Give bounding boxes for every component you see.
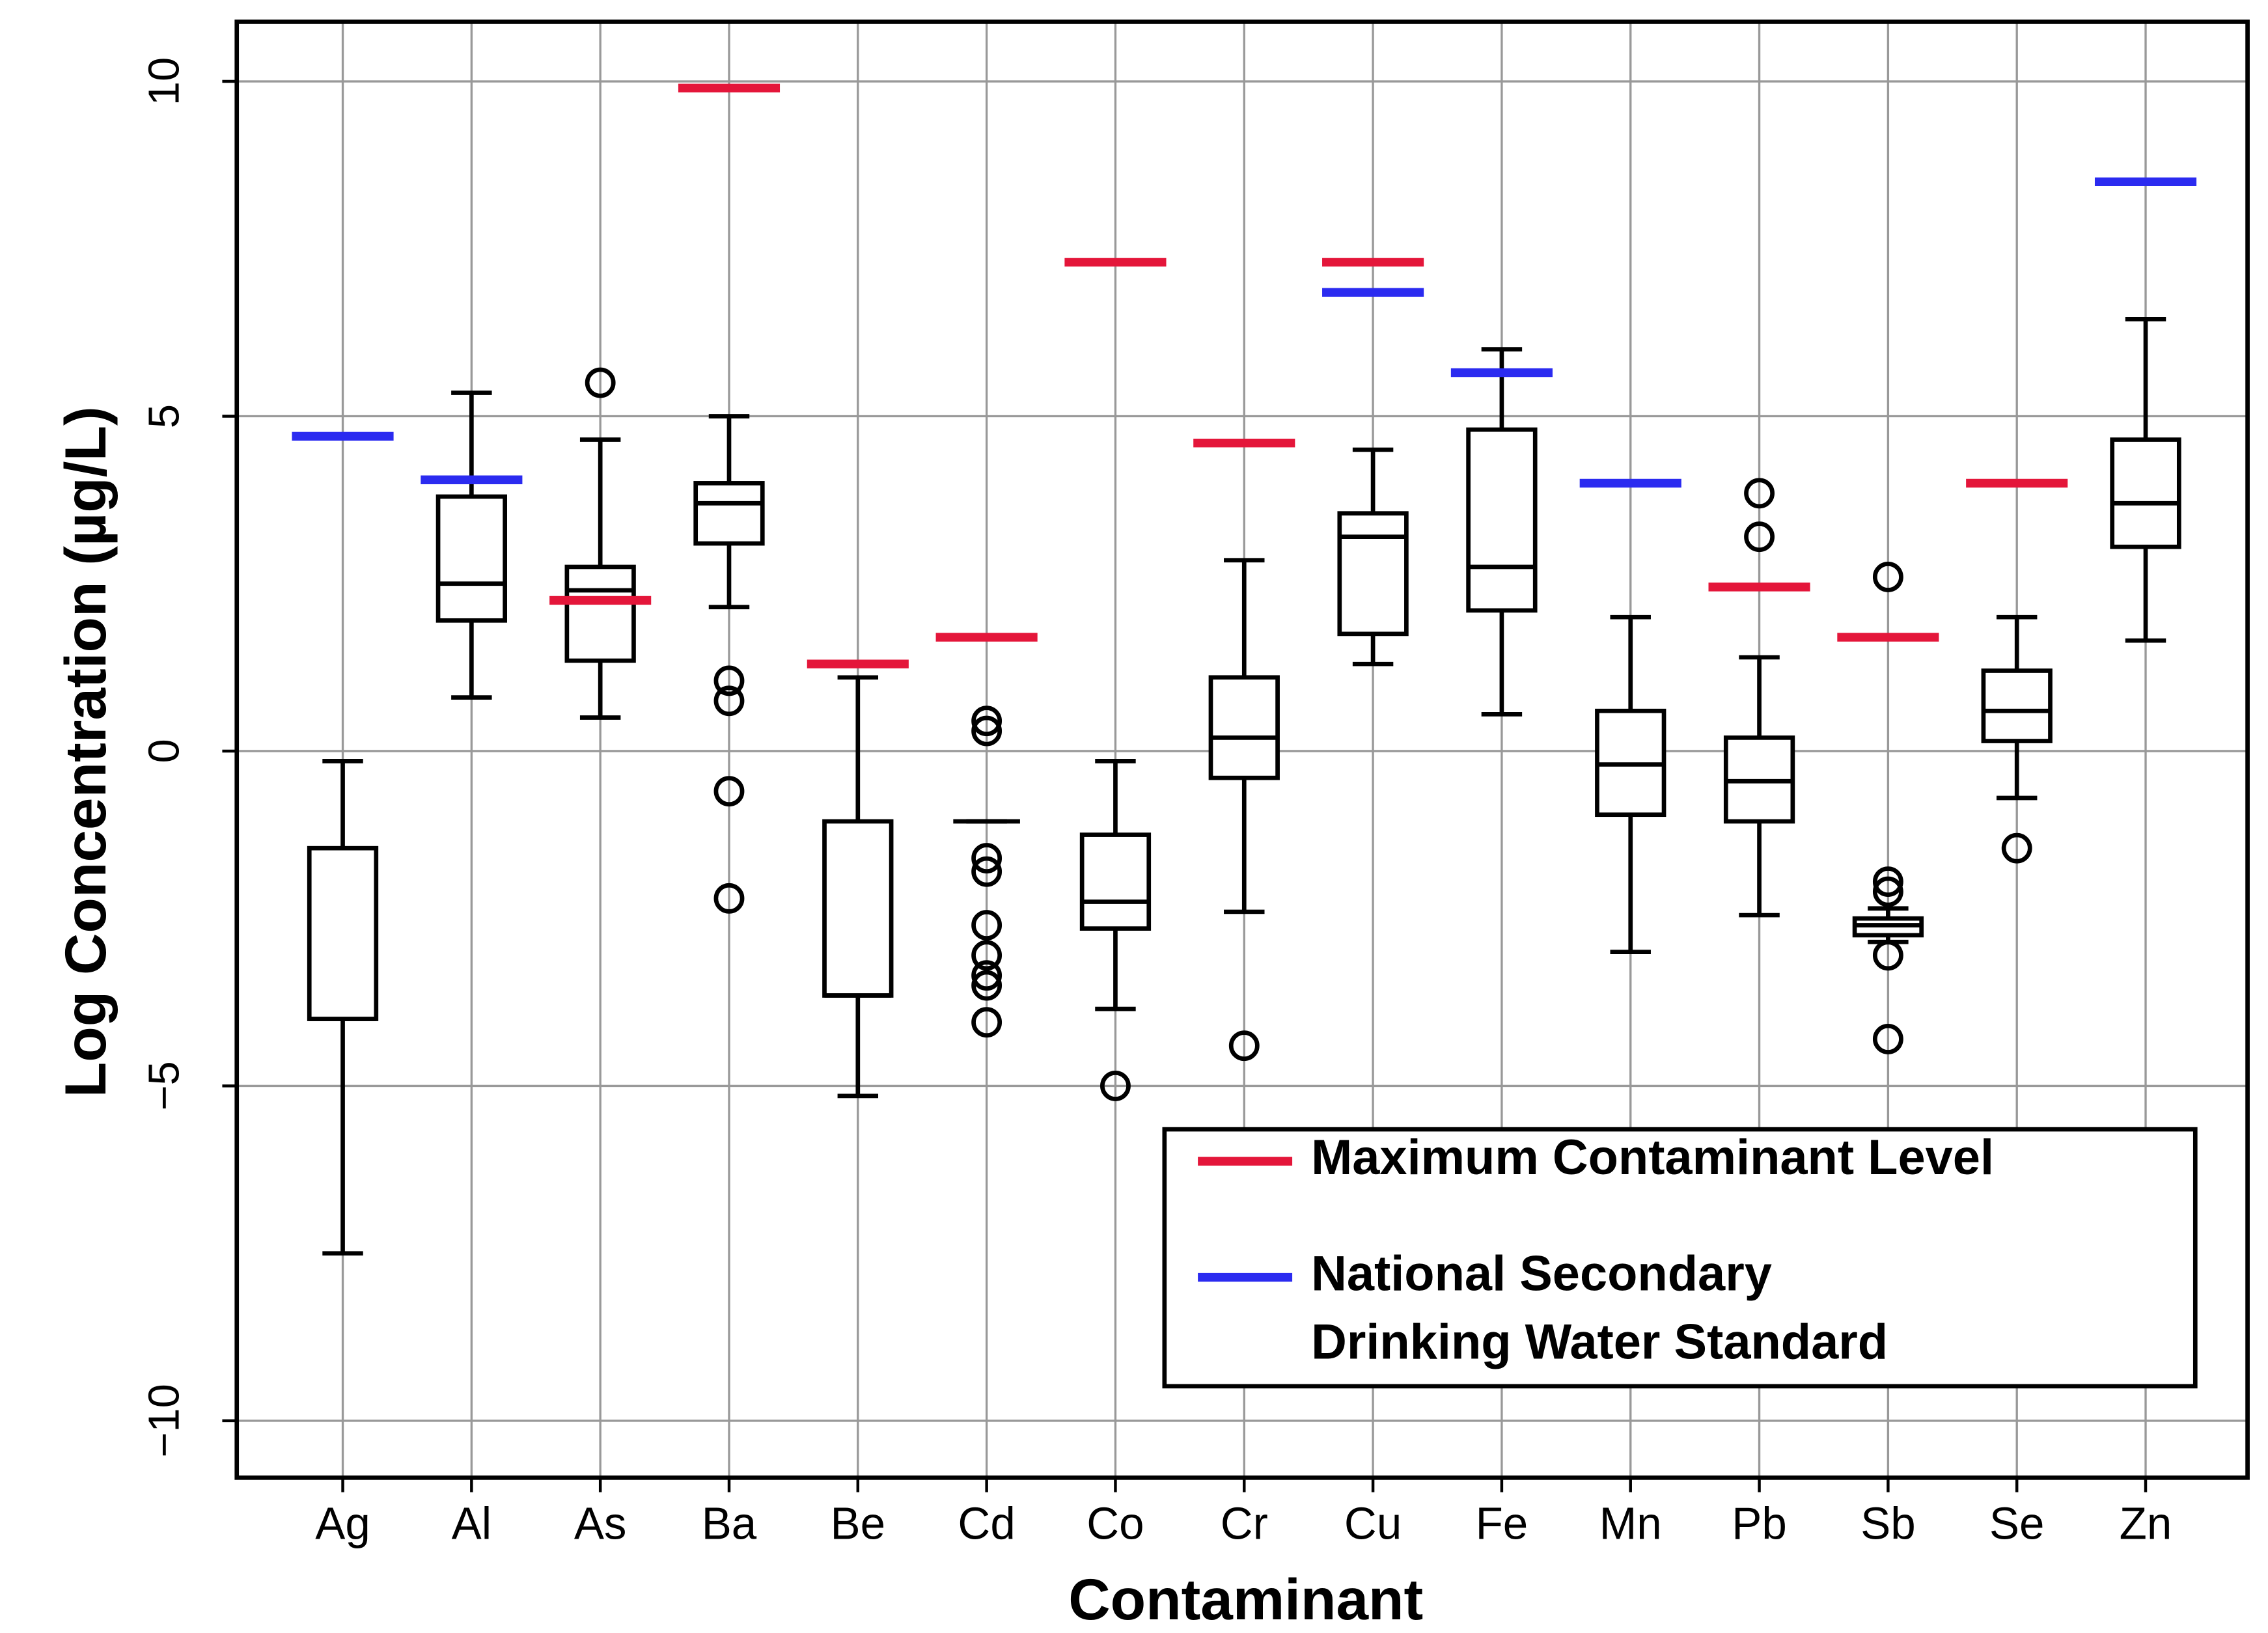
box (2110, 437, 2181, 549)
y-tick-label: 5 (139, 404, 188, 428)
outlier (971, 715, 1003, 747)
outlier (1744, 521, 1775, 553)
outlier (2001, 832, 2032, 864)
outlier (971, 843, 1003, 874)
outlier (971, 856, 1003, 887)
outlier (1744, 478, 1775, 509)
box (1466, 427, 1538, 613)
outlier (971, 706, 1003, 737)
y-axis-label: Log Concentration (µg/L) (53, 406, 118, 1097)
outlier (971, 1007, 1003, 1038)
box (564, 564, 636, 663)
x-tick-label: Al (452, 1498, 491, 1548)
box (436, 494, 507, 623)
x-tick-label: Be (831, 1498, 886, 1548)
x-tick-label: As (574, 1498, 627, 1548)
outlier (713, 685, 745, 717)
box (1079, 832, 1152, 931)
y-tick-label: 0 (139, 739, 188, 763)
x-tick-label: Ag (315, 1498, 370, 1548)
box (1337, 511, 1409, 637)
outlier (585, 367, 616, 398)
outlier (1872, 866, 1903, 898)
x-tick-label: Cu (1344, 1498, 1402, 1548)
box (1981, 668, 2053, 743)
x-tick-label: Zn (2120, 1498, 2172, 1548)
x-tick-label: Cd (958, 1498, 1015, 1548)
box (693, 481, 765, 546)
outlier (1100, 1071, 1131, 1101)
y-tick-label: −10 (139, 1384, 188, 1457)
legend: Maximum Contaminant Level National Second… (1162, 1127, 2198, 1389)
x-tick-label: Pb (1732, 1498, 1787, 1548)
outlier (713, 883, 745, 914)
outlier (971, 940, 1003, 971)
outlier (971, 960, 1003, 991)
x-tick-label: Fe (1476, 1498, 1528, 1548)
x-tick-label: Sb (1860, 1498, 1916, 1548)
x-tick-label: Co (1086, 1498, 1144, 1548)
outlier (1872, 562, 1903, 592)
box (1208, 675, 1280, 780)
outlier (971, 910, 1003, 940)
x-tick-label: Se (1989, 1498, 2045, 1548)
outlier (1872, 876, 1903, 907)
y-tick-label: −5 (139, 1061, 188, 1110)
legend-label: Drinking Water Standard (1311, 1314, 1888, 1369)
x-axis-label: Contaminant (1068, 1567, 1423, 1632)
outlier (1228, 1030, 1260, 1062)
legend-label: National Secondary (1311, 1246, 1772, 1302)
y-tick-label: 10 (139, 57, 188, 105)
outlier (971, 970, 1003, 1001)
x-tick-label: Mn (1599, 1498, 1662, 1548)
x-tick-label: Cr (1221, 1498, 1268, 1548)
x-tick-label: Ba (702, 1498, 757, 1548)
plot-frame (234, 20, 2250, 1480)
outlier (1872, 940, 1903, 971)
outlier (713, 665, 745, 696)
outlier (713, 776, 745, 807)
box (822, 819, 894, 998)
box (307, 845, 379, 1021)
outlier (1872, 1023, 1903, 1054)
legend-label: Maximum Contaminant Level (1311, 1130, 1994, 1185)
legend-box (1162, 1127, 2198, 1389)
